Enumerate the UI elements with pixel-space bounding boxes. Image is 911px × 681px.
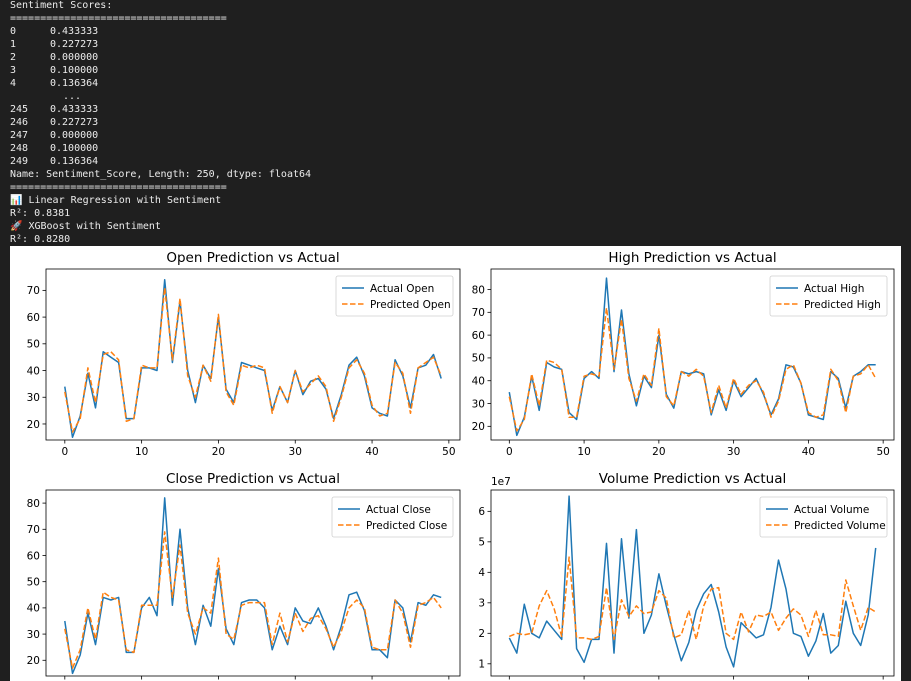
series-tail-row-value: 0.000000 xyxy=(50,130,99,141)
high-legend-label: Actual High xyxy=(804,283,864,295)
volume-series-predicted-line xyxy=(509,556,877,641)
open-plot-frame xyxy=(45,268,461,441)
high-plot-frame xyxy=(490,268,895,441)
close-y-tick-label: 50 xyxy=(27,576,40,588)
console-separator: ==================================== xyxy=(10,13,227,24)
volume-y-tick-label: 2 xyxy=(478,628,485,640)
volume-y-tick-label: 4 xyxy=(478,567,485,579)
close-y-tick-label: 40 xyxy=(27,603,40,615)
open-x-tick-label: 30 xyxy=(289,446,302,458)
series-tail-row-index: 245 xyxy=(10,104,29,115)
close-legend-label: Predicted Close xyxy=(366,520,447,532)
volume-legend-label: Actual Volume xyxy=(794,504,869,516)
open-x-tick-label: 50 xyxy=(442,446,455,458)
volume-chart-title: Volume Prediction vs Actual xyxy=(599,471,786,487)
close-legend-box xyxy=(331,496,454,538)
console-name-line: Name: Sentiment_Score, Length: 250, dtyp… xyxy=(10,169,312,180)
volume-legend-label: Predicted Volume xyxy=(794,520,886,532)
close-series-predicted-line xyxy=(64,531,442,669)
open-y-tick-label: 40 xyxy=(27,365,40,377)
console-xgb-line: 🚀 XGBoost with Sentiment xyxy=(10,221,161,232)
console-xgb-r2: R²: 0.8280 xyxy=(10,234,71,245)
series-tail-row-value: 0.100000 xyxy=(50,143,99,154)
console-ellipsis: ... xyxy=(63,91,82,102)
volume-y-tick-label: 3 xyxy=(478,598,485,610)
series-tail-row-index: 248 xyxy=(10,143,29,154)
high-y-tick-label: 30 xyxy=(472,398,485,410)
open-legend-label: Actual Open xyxy=(370,283,434,295)
series-tail-row-index: 246 xyxy=(10,117,29,128)
high-y-tick-label: 50 xyxy=(472,353,485,365)
high-legend-box xyxy=(769,275,888,317)
high-chart-title: High Prediction vs Actual xyxy=(608,250,776,266)
high-x-tick-label: 40 xyxy=(802,446,815,458)
series-head-row-index: 2 xyxy=(10,52,17,63)
high-y-tick-label: 40 xyxy=(472,376,485,388)
open-x-tick-label: 0 xyxy=(61,446,68,458)
volume-y-tick-label: 5 xyxy=(478,537,485,549)
console-lr-line: 📊 Linear Regression with Sentiment xyxy=(10,195,222,206)
series-head-row-index: 1 xyxy=(10,39,17,50)
high-x-tick-label: 50 xyxy=(876,446,889,458)
high-y-tick-label: 70 xyxy=(472,307,485,319)
series-tail-row-value: 0.227273 xyxy=(50,117,99,128)
close-series-actual-line xyxy=(64,497,442,675)
volume-legend-box xyxy=(759,496,888,538)
high-x-tick-label: 10 xyxy=(577,446,590,458)
open-legend-label: Predicted Open xyxy=(370,299,451,311)
high-y-tick-label: 60 xyxy=(472,330,485,342)
open-y-tick-label: 20 xyxy=(27,419,40,431)
close-plot-frame xyxy=(45,489,461,677)
close-y-tick-label: 70 xyxy=(27,524,40,536)
series-head-row-value: 0.100000 xyxy=(50,65,99,76)
open-y-tick-label: 60 xyxy=(27,312,40,324)
open-y-tick-label: 70 xyxy=(27,285,40,297)
console-output: Sentiment Scores: ======================… xyxy=(0,0,911,246)
close-y-tick-label: 20 xyxy=(27,655,40,667)
close-y-tick-label: 60 xyxy=(27,550,40,562)
console-header: Sentiment Scores: xyxy=(10,0,113,11)
close-y-tick-label: 30 xyxy=(27,629,40,641)
volume-y-tick-label: 1 xyxy=(478,659,485,671)
open-chart-title: Open Prediction vs Actual xyxy=(166,250,339,266)
series-tail-row-index: 249 xyxy=(10,156,29,167)
high-x-tick-label: 30 xyxy=(727,446,740,458)
series-head-row-value: 0.433333 xyxy=(50,26,99,37)
high-legend-label: Predicted High xyxy=(804,299,881,311)
series-head-row-value: 0.000000 xyxy=(50,52,99,63)
high-y-tick-label: 20 xyxy=(472,421,485,433)
open-x-tick-label: 10 xyxy=(135,446,148,458)
high-y-tick-label: 80 xyxy=(472,284,485,296)
series-tail-row-index: 247 xyxy=(10,130,29,141)
console-lr-r2: R²: 0.8381 xyxy=(10,208,71,219)
open-y-tick-label: 30 xyxy=(27,392,40,404)
series-head-row-value: 0.227273 xyxy=(50,39,99,50)
volume-plot-frame xyxy=(490,489,895,677)
volume-offset-label: 1e7 xyxy=(491,476,511,488)
open-legend-box xyxy=(335,275,454,317)
figure-output: Open Prediction vs Actual 0 10 20 30 40 50 20 30… xyxy=(10,246,901,681)
volume-y-tick-label: 6 xyxy=(478,506,485,518)
series-tail-row-value: 0.136364 xyxy=(50,156,99,167)
high-series-predicted-line xyxy=(508,307,877,432)
series-head-row-value: 0.136364 xyxy=(50,78,99,89)
high-x-tick-label: 20 xyxy=(652,446,665,458)
close-chart-title: Close Prediction vs Actual xyxy=(166,471,340,487)
series-head-row-index: 4 xyxy=(10,78,17,89)
open-y-tick-label: 50 xyxy=(27,339,40,351)
close-legend-label: Actual Close xyxy=(366,504,431,516)
open-x-tick-label: 40 xyxy=(365,446,378,458)
open-series-predicted-line xyxy=(64,286,442,433)
close-y-tick-label: 80 xyxy=(27,498,40,510)
series-head-row-index: 0 xyxy=(10,26,17,37)
series-tail-row-value: 0.433333 xyxy=(50,104,99,115)
high-x-tick-label: 0 xyxy=(506,446,513,458)
series-head-row-index: 3 xyxy=(10,65,17,76)
open-x-tick-label: 20 xyxy=(212,446,225,458)
console-separator-2: ==================================== xyxy=(10,182,227,193)
